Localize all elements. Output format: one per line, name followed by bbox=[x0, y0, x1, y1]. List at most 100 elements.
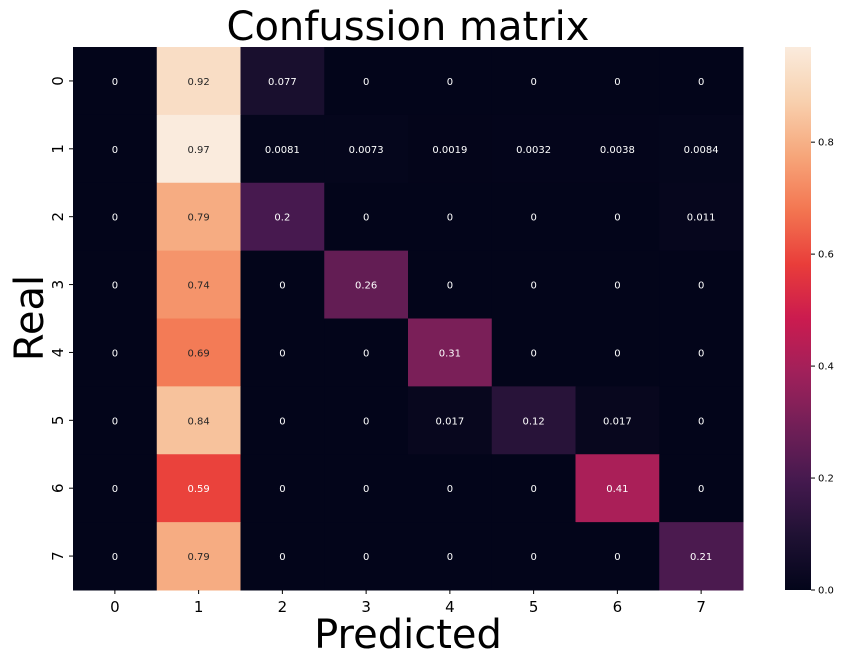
y-tick-label: 6 bbox=[49, 483, 67, 493]
cell-annotation: 0.2 bbox=[274, 213, 290, 224]
heatmap-cell bbox=[575, 318, 660, 387]
heatmap-cell bbox=[324, 182, 409, 252]
heatmap-cell bbox=[659, 47, 744, 116]
colorbar-tick-label: 0.8 bbox=[818, 138, 834, 149]
cell-annotation: 0 bbox=[447, 77, 453, 88]
x-tick-label: 2 bbox=[278, 598, 288, 616]
cell-annotation: 0.0073 bbox=[349, 145, 384, 156]
y-tick-labels: 0 1 2 3 4 5 6 7 bbox=[49, 76, 73, 561]
x-tick-label: 1 bbox=[194, 598, 204, 616]
heatmap-cell bbox=[324, 522, 409, 591]
heatmap-cell bbox=[240, 522, 325, 591]
heatmap-cell bbox=[575, 454, 660, 523]
cell-annotation: 0 bbox=[279, 484, 285, 495]
x-tick-label: 5 bbox=[529, 598, 539, 616]
colorbar-tick-label: 0.4 bbox=[818, 362, 834, 373]
cell-annotation: 0 bbox=[112, 281, 118, 292]
heatmap-cell bbox=[156, 522, 241, 591]
y-tick-label: 7 bbox=[49, 551, 67, 561]
cell-annotation: 0 bbox=[363, 484, 369, 495]
heatmap-cell bbox=[156, 454, 241, 523]
heatmap-annotations: 0 0.92 0.077 0 0 0 0 0 0 0.97 0.0081 0.0073 0.0019 0.… bbox=[112, 77, 719, 563]
heatmap-cell bbox=[659, 182, 744, 252]
heatmap-cell bbox=[324, 47, 409, 116]
heatmap-cell bbox=[408, 454, 493, 523]
cell-annotation: 0.011 bbox=[687, 213, 716, 224]
heatmap-cell bbox=[408, 250, 493, 319]
heatmap-cell bbox=[408, 522, 493, 591]
heatmap-cell bbox=[575, 114, 660, 184]
cell-annotation: 0 bbox=[698, 77, 704, 88]
y-tick-label: 2 bbox=[49, 212, 67, 222]
heatmap-cell bbox=[73, 318, 158, 387]
colorbar: 0.0 0.2 0.4 0.6 0.8 bbox=[785, 47, 834, 597]
heatmap-cell bbox=[240, 250, 325, 319]
heatmap-cell bbox=[73, 114, 158, 184]
cell-annotation: 0 bbox=[698, 281, 704, 292]
cell-annotation: 0.0081 bbox=[265, 145, 300, 156]
heatmap-cell bbox=[659, 522, 744, 591]
heatmap-cell bbox=[491, 250, 576, 319]
heatmap-cell bbox=[324, 386, 409, 455]
heatmap-cell bbox=[575, 182, 660, 252]
heatmap-cell bbox=[73, 386, 158, 455]
cell-annotation: 0 bbox=[530, 348, 536, 359]
cell-annotation: 0 bbox=[614, 213, 620, 224]
cell-annotation: 0 bbox=[447, 281, 453, 292]
heatmap-cell bbox=[156, 318, 241, 387]
cell-annotation: 0 bbox=[447, 552, 453, 563]
y-tick-label: 3 bbox=[49, 280, 67, 290]
heatmap-cell bbox=[408, 47, 493, 116]
cell-annotation: 0.41 bbox=[606, 484, 628, 495]
cell-annotation: 0.0032 bbox=[516, 145, 551, 156]
heatmap-cell bbox=[324, 454, 409, 523]
heatmap-cell bbox=[491, 386, 576, 455]
cell-annotation: 0 bbox=[279, 552, 285, 563]
x-tick-labels: 0 1 2 3 4 5 6 7 bbox=[110, 590, 706, 616]
heatmap-cell bbox=[73, 454, 158, 523]
cell-annotation: 0 bbox=[614, 348, 620, 359]
heatmap-cell bbox=[575, 47, 660, 116]
cell-annotation: 0.84 bbox=[187, 416, 209, 427]
cell-annotation: 0.12 bbox=[522, 416, 544, 427]
cell-annotation: 0 bbox=[279, 416, 285, 427]
heatmap-cell bbox=[156, 47, 241, 116]
cell-annotation: 0 bbox=[363, 213, 369, 224]
cell-annotation: 0.74 bbox=[187, 281, 209, 292]
cell-annotation: 0 bbox=[614, 552, 620, 563]
y-axis-label: Real bbox=[7, 275, 53, 361]
x-tick-label: 4 bbox=[445, 598, 455, 616]
cell-annotation: 0 bbox=[698, 416, 704, 427]
cell-annotation: 0 bbox=[112, 213, 118, 224]
heatmap-cell bbox=[491, 454, 576, 523]
colorbar-tick-label: 0.0 bbox=[818, 586, 834, 597]
heatmap-cell bbox=[575, 386, 660, 455]
cell-annotation: 0.92 bbox=[187, 77, 209, 88]
cell-annotation: 0.59 bbox=[187, 484, 209, 495]
heatmap-cell bbox=[324, 250, 409, 319]
heatmap-cell bbox=[408, 182, 493, 252]
heatmap-cell bbox=[659, 454, 744, 523]
heatmap-cell bbox=[240, 454, 325, 523]
cell-annotation: 0.077 bbox=[268, 77, 297, 88]
heatmap-cell bbox=[240, 386, 325, 455]
heatmap-cell bbox=[491, 182, 576, 252]
cell-annotation: 0.0084 bbox=[684, 145, 719, 156]
heatmap-cell bbox=[659, 386, 744, 455]
cell-annotation: 0.017 bbox=[603, 416, 632, 427]
cell-annotation: 0 bbox=[698, 484, 704, 495]
cell-annotation: 0 bbox=[279, 348, 285, 359]
cell-annotation: 0 bbox=[112, 77, 118, 88]
cell-annotation: 0 bbox=[112, 484, 118, 495]
cell-annotation: 0.0019 bbox=[432, 145, 467, 156]
heatmap-cell bbox=[659, 114, 744, 184]
x-tick-label: 7 bbox=[696, 598, 706, 616]
cell-annotation: 0 bbox=[112, 348, 118, 359]
cell-annotation: 0 bbox=[363, 77, 369, 88]
y-tick-label: 0 bbox=[49, 76, 67, 86]
cell-annotation: 0.017 bbox=[436, 416, 465, 427]
heatmap-cell bbox=[324, 318, 409, 387]
heatmap-cell bbox=[240, 114, 325, 184]
